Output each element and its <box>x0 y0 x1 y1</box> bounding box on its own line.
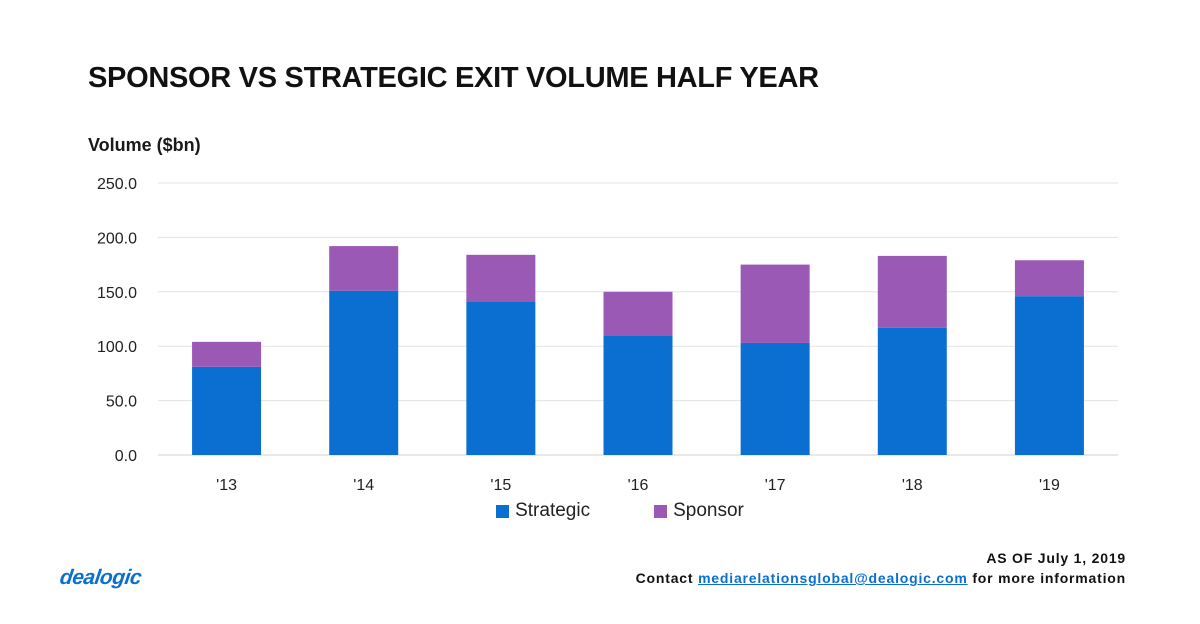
y-tick-label: 0.0 <box>115 448 137 465</box>
bar-sponsor-5 <box>877 255 947 328</box>
y-tick-labels: 0.0 50.0 100.0 150.0 200.0 250.0 <box>97 176 137 465</box>
bar-sponsor-3 <box>603 291 673 336</box>
y-tick-label: 150.0 <box>97 285 137 302</box>
bar-sponsor-2 <box>466 254 536 302</box>
y-axis-label: Volume ($bn) <box>88 135 201 155</box>
bar-strategic-0 <box>192 366 262 455</box>
bar-strategic-2 <box>466 301 536 455</box>
legend-item-sponsor: Sponsor <box>654 500 744 522</box>
legend-label-sponsor: Sponsor <box>673 500 744 521</box>
contact-prefix: Contact <box>635 570 694 586</box>
bar-chart: 0.0 50.0 100.0 150.0 200.0 250.0 '13 '14 '15 '16… <box>97 176 1118 494</box>
footer: AS OF July 1, 2019 Contact mediarelation… <box>636 548 1126 588</box>
y-tick-label: 200.0 <box>97 230 137 247</box>
bar-sponsor-6 <box>1014 260 1084 297</box>
bar-sponsor-0 <box>192 341 262 367</box>
y-tick-label: 100.0 <box>97 339 137 356</box>
chart-title: SPONSOR VS STRATEGIC EXIT VOLUME HALF YE… <box>88 62 819 94</box>
x-tick-label: '13 <box>216 477 237 494</box>
bar-strategic-4 <box>740 342 810 455</box>
x-tick-labels: '13 '14 '15 '16 '17 '18 '19 <box>216 477 1060 494</box>
x-tick-label: '18 <box>902 477 923 494</box>
x-tick-label: '15 <box>490 477 511 494</box>
x-tick-label: '16 <box>628 477 649 494</box>
y-tick-label: 250.0 <box>97 176 137 193</box>
y-tick-label: 50.0 <box>106 394 137 411</box>
bar-strategic-6 <box>1014 296 1084 455</box>
bar-sponsor-1 <box>329 246 399 291</box>
x-tick-label: '19 <box>1039 477 1060 494</box>
as-of-date: AS OF July 1, 2019 <box>986 550 1126 566</box>
contact-email-link[interactable]: mediarelationsglobal@dealogic.com <box>698 570 968 586</box>
legend-swatch-strategic <box>496 504 510 518</box>
x-tick-label: '14 <box>353 477 374 494</box>
bar-strategic-3 <box>603 335 673 455</box>
dealogic-logo: dealogic <box>58 566 143 589</box>
contact-line: Contact mediarelationsglobal@dealogic.co… <box>636 568 1126 588</box>
bars <box>192 246 1084 455</box>
bar-sponsor-4 <box>740 264 810 343</box>
x-tick-label: '17 <box>765 477 786 494</box>
legend-label-strategic: Strategic <box>515 500 591 521</box>
legend: Strategic Sponsor <box>0 500 1200 522</box>
bar-strategic-5 <box>877 327 947 455</box>
bar-strategic-1 <box>329 290 399 455</box>
legend-swatch-sponsor <box>654 504 668 518</box>
contact-suffix: for more information <box>972 570 1126 586</box>
legend-item-strategic: Strategic <box>496 500 590 522</box>
